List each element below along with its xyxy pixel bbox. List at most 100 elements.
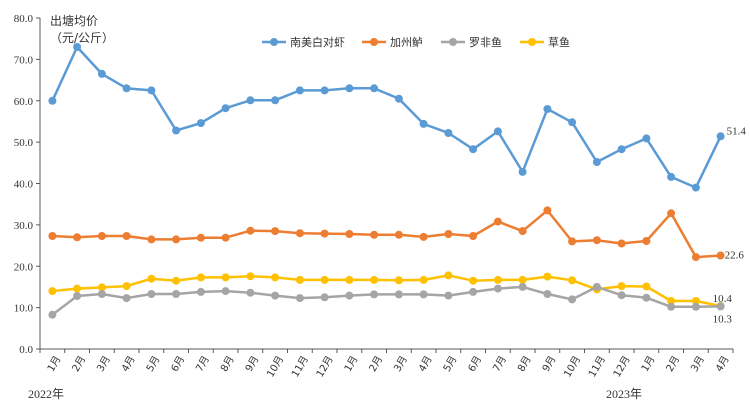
data-point: [642, 134, 651, 143]
legend-item-2: 加州鲈: [362, 35, 423, 49]
legend-swatch-marker: [528, 38, 536, 46]
data-point: [147, 86, 156, 95]
data-point: [469, 276, 478, 285]
data-point: [122, 282, 131, 291]
legend-swatch-marker: [370, 38, 378, 46]
data-point: [122, 232, 131, 240]
data-point: [147, 290, 156, 298]
x-tick-label: 2月: [367, 354, 386, 374]
data-point: [617, 282, 626, 291]
x-tick-label: 10月: [562, 354, 584, 380]
labels-layer: 51.4 22.6 10.3 10.4: [713, 125, 747, 325]
data-point: [716, 132, 725, 141]
x-tick-label: 4月: [119, 354, 138, 374]
data-point: [617, 291, 626, 300]
data-point: [592, 282, 601, 291]
data-point: [394, 230, 403, 239]
data-point: [196, 287, 205, 296]
x-tick-label: 7月: [193, 354, 212, 374]
data-label-end: 51.4: [727, 125, 747, 137]
data-point: [48, 287, 57, 296]
x-tick-label: 3月: [391, 354, 410, 374]
data-point: [568, 118, 577, 127]
data-point: [667, 297, 676, 305]
data-point: [345, 275, 354, 284]
data-label-end: 22.6: [725, 249, 745, 261]
x-tick-label: 8月: [515, 354, 534, 374]
data-point: [518, 282, 527, 291]
y-tick-label: 70.0: [14, 54, 34, 66]
data-point: [642, 293, 651, 302]
y-tick-label: 50.0: [14, 137, 34, 149]
data-point: [493, 127, 502, 136]
data-point: [370, 290, 379, 299]
data-point: [394, 276, 403, 285]
series-3: [48, 282, 725, 319]
data-point: [122, 84, 131, 93]
data-point: [246, 288, 255, 297]
data-point: [345, 291, 354, 300]
data-point: [147, 235, 156, 244]
x-tick-label: 8月: [218, 354, 237, 374]
data-point: [97, 290, 106, 298]
x-tick-label: 11月: [586, 354, 608, 380]
series-line: [51, 45, 722, 189]
data-point: [172, 126, 181, 135]
x-tick-label: 7月: [490, 354, 509, 374]
series-line: [51, 285, 721, 316]
data-point: [691, 302, 700, 311]
data-point: [518, 227, 527, 236]
data-point: [444, 271, 453, 280]
x-tick-label: 12月: [314, 354, 336, 380]
data-label-end: 10.4: [713, 293, 733, 305]
data-point: [419, 232, 428, 241]
data-point: [394, 290, 403, 299]
data-point: [320, 229, 329, 238]
series-2: [48, 206, 725, 262]
data-point: [221, 104, 230, 113]
data-point: [419, 290, 428, 299]
y-tick-label: 20.0: [14, 261, 34, 273]
legend-item-3: 罗非鱼: [441, 35, 502, 49]
data-point: [667, 172, 676, 181]
data-point: [295, 229, 304, 238]
series-4: [48, 271, 725, 310]
data-point: [568, 237, 577, 246]
data-point: [73, 292, 82, 300]
data-point: [97, 283, 106, 292]
legend-label: 罗非鱼: [469, 35, 502, 49]
x-tick-label: 9月: [540, 354, 559, 374]
data-point: [716, 251, 725, 260]
data-point: [370, 84, 379, 93]
data-point: [320, 86, 329, 95]
x-tick-label: 6月: [466, 354, 485, 374]
data-point: [73, 284, 82, 293]
data-point: [370, 230, 379, 239]
data-label-end: 10.3: [713, 313, 733, 325]
data-point: [642, 282, 651, 291]
data-point: [716, 302, 725, 311]
data-point: [295, 275, 304, 284]
data-point: [221, 233, 230, 242]
data-point: [444, 291, 453, 300]
data-point: [172, 235, 181, 244]
legend-label: 草鱼: [548, 35, 570, 49]
x-tick-label: 1月: [342, 354, 361, 374]
y-axis-title: 出塘均价: [50, 13, 98, 28]
data-point: [642, 237, 651, 245]
x-tick-label: 3月: [688, 354, 707, 374]
data-point: [196, 273, 205, 282]
data-point: [73, 233, 82, 242]
data-point: [48, 96, 57, 105]
y-tick-label: 80.0: [14, 13, 34, 25]
legend-item-1: 南美白对虾: [262, 35, 345, 49]
data-point: [246, 226, 255, 235]
data-point: [691, 297, 700, 305]
legend: 南美白对虾 加州鲈 罗非鱼 草鱼: [262, 35, 570, 49]
series-line: [52, 274, 721, 308]
year-label: 2022年: [28, 387, 64, 401]
x-tick-label: 2月: [70, 354, 89, 374]
data-point: [667, 302, 676, 311]
data-point: [221, 287, 230, 296]
